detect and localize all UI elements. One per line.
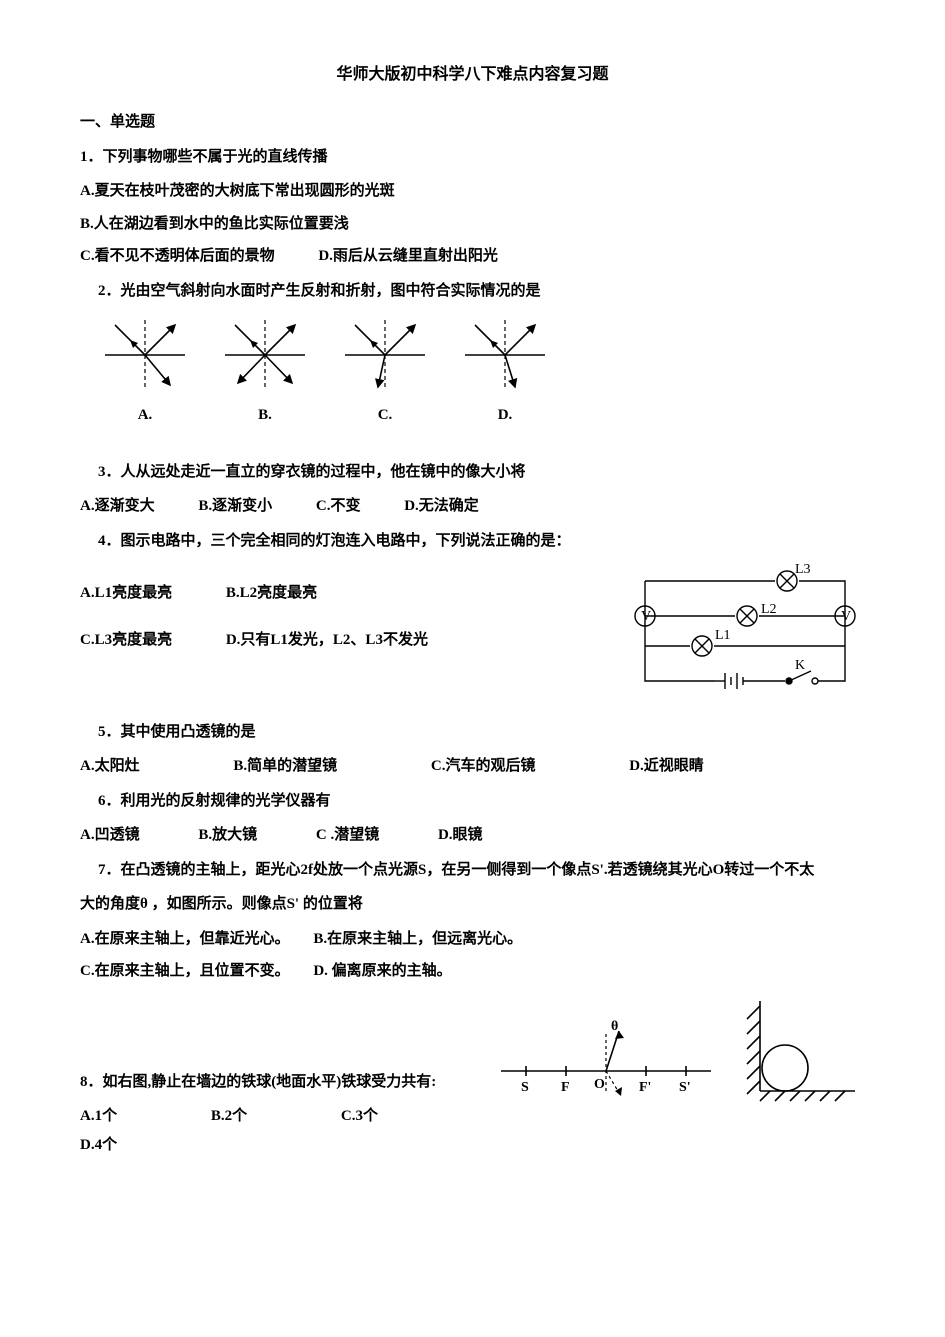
circuit-l2-label: L2 bbox=[761, 602, 777, 617]
q2-label-b: B. bbox=[220, 401, 310, 430]
q7-stem-line2: 大的角度θ ，如图所示。则像点S' 的位置将 bbox=[80, 890, 865, 919]
q3-opt-c: C.不变 bbox=[316, 492, 361, 521]
q8-opt-a: A.1个 bbox=[80, 1102, 117, 1131]
q2-diagram-row: A. B. bbox=[100, 315, 865, 430]
q2-label-c: C. bbox=[340, 401, 430, 430]
q3-opt-a: A.逐渐变大 bbox=[80, 492, 155, 521]
q4-opt-b: B.L2亮度最亮 bbox=[226, 585, 317, 601]
q6-opt-d: D.眼镜 bbox=[438, 821, 483, 850]
q4-circuit: L3 L2 V V L1 bbox=[625, 561, 865, 712]
q4-stem: 4．图示电路中，三个完全相同的灯泡连入电路中，下列说法正确的是： bbox=[98, 527, 865, 556]
q7-q8-row: 8．如右图,静止在墙边的铁球(地面水平)铁球受力共有: A.1个 B.2个 C.… bbox=[80, 992, 865, 1164]
axis-o-label: O bbox=[594, 1077, 605, 1092]
q4-opt-d: D.只有L1发光，L2、L3不发光 bbox=[226, 632, 428, 648]
q2-diagram-d: D. bbox=[460, 315, 550, 430]
q7-opt-a: A.在原来主轴上，但靠近光心。 bbox=[80, 925, 290, 954]
q5-opt-b: B.简单的潜望镜 bbox=[233, 752, 337, 781]
q5-opt-a: A.太阳灶 bbox=[80, 752, 140, 781]
q5-opt-d: D.近视眼睛 bbox=[629, 752, 704, 781]
q1-options-cd: C.看不见不透明体后面的景物 D.雨后从云缝里直射出阳光 bbox=[80, 242, 865, 271]
q6-opt-b: B.放大镜 bbox=[198, 821, 257, 850]
axis-s-label: S bbox=[521, 1080, 529, 1095]
q1-opt-a: A.夏天在枝叶茂密的大树底下常出现圆形的光斑 bbox=[80, 177, 865, 206]
right-figures: θ S F O F' S' bbox=[491, 992, 865, 1117]
q8-ball-diagram bbox=[725, 996, 865, 1106]
q2-diagram-b: B. bbox=[220, 315, 310, 430]
q5-options: A.太阳灶 B.简单的潜望镜 C.汽车的观后镜 D.近视眼睛 bbox=[80, 752, 865, 781]
q7-opt-d: D. 偏离原来的主轴。 bbox=[313, 957, 451, 986]
q4-opt-c: C.L3亮度最亮 bbox=[80, 632, 172, 648]
q1-opt-d: D.雨后从云缝里直射出阳光 bbox=[318, 242, 498, 271]
q7-axis-diagram: θ S F O F' S' bbox=[491, 1016, 721, 1106]
q1-stem: 1．下列事物哪些不属于光的直线传播 bbox=[80, 143, 865, 172]
page-title: 华师大版初中科学八下难点内容复习题 bbox=[80, 60, 865, 90]
q7-options-ab: A.在原来主轴上，但靠近光心。 B.在原来主轴上，但远离光心。 bbox=[80, 925, 865, 954]
q3-opt-d: D.无法确定 bbox=[404, 492, 479, 521]
q7-opt-c: C.在原来主轴上，且位置不变。 bbox=[80, 957, 290, 986]
q5-opt-c: C.汽车的观后镜 bbox=[431, 752, 536, 781]
q8-block: 8．如右图,静止在墙边的铁球(地面水平)铁球受力共有: A.1个 B.2个 C.… bbox=[80, 992, 471, 1164]
q6-opt-a: A.凹透镜 bbox=[80, 821, 140, 850]
q2-label-a: A. bbox=[100, 401, 190, 430]
q1-opt-c: C.看不见不透明体后面的景物 bbox=[80, 242, 275, 271]
q2-diagram-c: C. bbox=[340, 315, 430, 430]
circuit-v2-label: V bbox=[841, 609, 851, 624]
q4-opt-a: A.L1亮度最亮 bbox=[80, 585, 172, 601]
circuit-l1-label: L1 bbox=[715, 628, 731, 643]
axis-f-label: F bbox=[561, 1080, 570, 1095]
q8-opt-c: C.3个 bbox=[341, 1102, 378, 1131]
circuit-v1-label: V bbox=[641, 609, 651, 624]
q8-stem: 8．如右图,静止在墙边的铁球(地面水平)铁球受力共有: bbox=[80, 1068, 471, 1097]
q7-options-cd: C.在原来主轴上，且位置不变。 D. 偏离原来的主轴。 bbox=[80, 957, 865, 986]
q8-opt-b: B.2个 bbox=[211, 1102, 247, 1131]
q2-stem: 2．光由空气斜射向水面时产生反射和折射，图中符合实际情况的是 bbox=[98, 277, 865, 306]
circuit-l3-label: L3 bbox=[795, 562, 811, 577]
q3-options: A.逐渐变大 B.逐渐变小 C.不变 D.无法确定 bbox=[80, 492, 865, 521]
q2-diagram-a: A. bbox=[100, 315, 190, 430]
axis-theta-label: θ bbox=[611, 1019, 618, 1034]
q7-opt-b: B.在原来主轴上，但远离光心。 bbox=[313, 925, 522, 954]
q4-options: A.L1亮度最亮 B.L2亮度最亮 C.L3亮度最亮 D.只有L1发光，L2、L… bbox=[80, 561, 605, 672]
q2-label-d: D. bbox=[460, 401, 550, 430]
q3-opt-b: B.逐渐变小 bbox=[198, 492, 272, 521]
q6-stem: 6．利用光的反射规律的光学仪器有 bbox=[98, 787, 865, 816]
axis-fp-label: F' bbox=[639, 1080, 651, 1095]
axis-sp-label: S' bbox=[679, 1080, 691, 1095]
q6-opt-c: C .潜望镜 bbox=[316, 821, 379, 850]
q8-opt-d: D.4个 bbox=[80, 1131, 117, 1160]
q4-row: A.L1亮度最亮 B.L2亮度最亮 C.L3亮度最亮 D.只有L1发光，L2、L… bbox=[80, 561, 865, 712]
circuit-k-label: K bbox=[795, 658, 805, 673]
q6-options: A.凹透镜 B.放大镜 C .潜望镜 D.眼镜 bbox=[80, 821, 865, 850]
q8-options: A.1个 B.2个 C.3个 D.4个 bbox=[80, 1102, 471, 1159]
q5-stem: 5．其中使用凸透镜的是 bbox=[98, 718, 865, 747]
q1-opt-b: B.人在湖边看到水中的鱼比实际位置要浅 bbox=[80, 210, 865, 239]
q7-stem-line1: 7．在凸透镜的主轴上，距光心2f处放一个点光源S，在另一侧得到一个像点S'.若透… bbox=[98, 856, 865, 885]
q3-stem: 3．人从远处走近一直立的穿衣镜的过程中，他在镜中的像大小将 bbox=[98, 458, 865, 487]
section-1-heading: 一、单选题 bbox=[80, 108, 865, 137]
